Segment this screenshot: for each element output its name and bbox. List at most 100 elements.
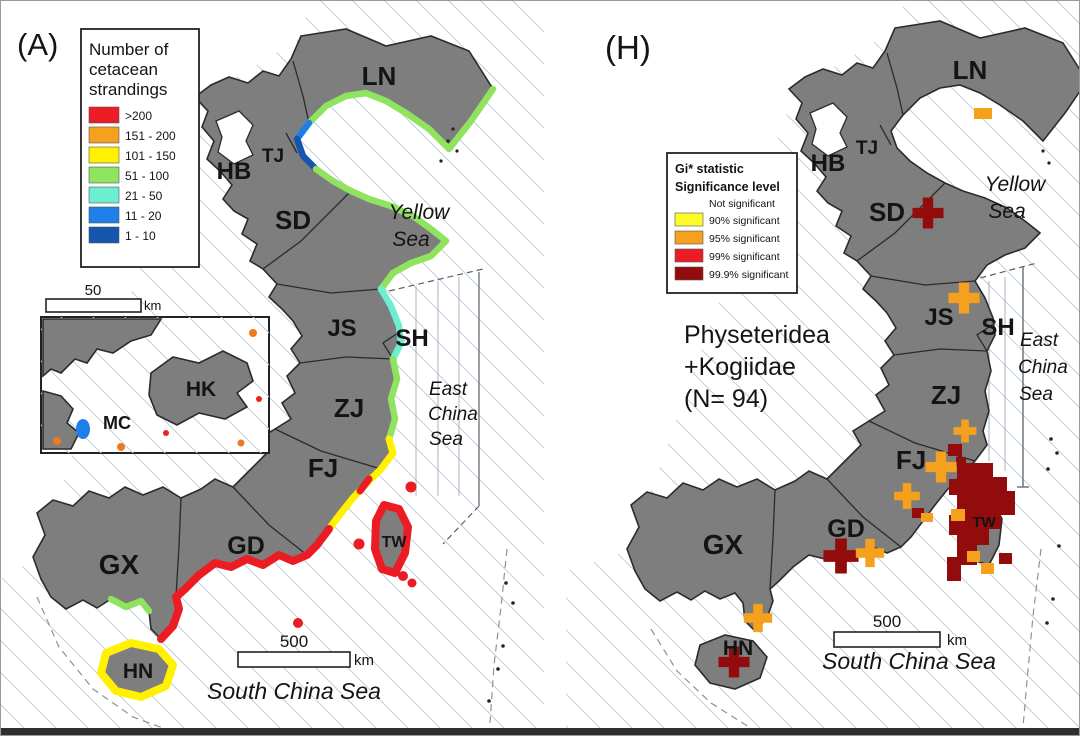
inland-white-h: [561, 1, 905, 573]
province-label-tj-h: TJ: [856, 138, 878, 159]
province-label-js-h: JS: [924, 304, 953, 331]
hainan-yellow-outline: [97, 639, 177, 701]
island-dots-a: [439, 127, 515, 703]
annotation-line2: +Kogiidae: [684, 353, 796, 381]
province-label-ln-h: LN: [953, 55, 988, 85]
taxon-annotation: Physeteridea +Kogiidae (N= 94): [684, 321, 830, 413]
province-labels-h: LN HB TJ SD JS SH ZJ FJ GX GD TW HN: [703, 55, 1015, 660]
legend-swatch-151-200: [88, 126, 120, 144]
province-label-mc: MC: [103, 413, 131, 433]
bottom-bar: [1, 728, 1079, 735]
province-label-sh: SH: [395, 325, 428, 352]
inset-map: 50 km HK MC: [40, 282, 270, 454]
legend-h-swatch-95: [674, 230, 704, 245]
legend-label-11-20: 11 - 20: [125, 209, 162, 223]
inset-scale-unit: km: [144, 298, 161, 313]
province-labels-a: LN HB TJ SD JS SH ZJ FJ GX GD TW HN: [99, 61, 429, 683]
stranding-coastline-a: [97, 85, 497, 701]
inset-mainland-west: [42, 389, 80, 450]
scs-boundary-a-west: [36, 596, 172, 732]
legend-h-label-99: 99% significant: [709, 251, 780, 263]
legend-swatch-101-150: [88, 146, 120, 164]
legend-label-21-50: 21 - 50: [125, 189, 163, 203]
legend-label-51-100: 51 - 100: [125, 169, 169, 183]
annotation-line1: Physeteridea: [684, 321, 830, 349]
province-label-hb: HB: [217, 158, 252, 185]
legend-h-title-line1: Gi* statistic: [675, 162, 744, 176]
hotspot-marker-zj-999a: [948, 444, 962, 456]
panel-h: (H) Gi* statistic Significance level Not…: [544, 1, 1079, 729]
scs-boundary-h-east: [1022, 548, 1042, 728]
sea-label-yellow-2-h: Sea: [988, 200, 1025, 223]
province-label-gx: GX: [99, 549, 140, 580]
sea-label-yellow-2: Sea: [392, 228, 429, 251]
panel-a: (A) Number of cetacean strandings >200 1…: [1, 1, 544, 732]
legend-swatch-gt200: [88, 106, 120, 124]
legend-h-swatch-90: [674, 212, 704, 227]
province-label-gd: GD: [227, 532, 265, 560]
legend-h-title-line2: Significance level: [675, 180, 780, 194]
hotspot-marker-tw-999b: [999, 553, 1012, 564]
province-label-gx-h: GX: [703, 529, 744, 560]
sea-label-east-1: East: [429, 379, 468, 400]
scale-a-unit: km: [354, 652, 374, 669]
hotspot-cluster-taiwan-999: [947, 463, 1015, 581]
province-label-ln: LN: [362, 61, 397, 91]
province-label-tw-h: TW: [972, 514, 996, 531]
province-label-gd-h: GD: [827, 515, 865, 543]
scale-h-value: 500: [873, 612, 901, 631]
province-label-fj-h: FJ: [896, 445, 926, 475]
legend-a-title-line3: strandings: [89, 80, 167, 99]
scale-bar-h: 500 km: [833, 612, 967, 649]
hotspot-marker-tw-95a: [951, 509, 965, 521]
sea-label-east-1-h: East: [1020, 330, 1059, 351]
province-label-hb-h: HB: [811, 150, 846, 177]
legend-h-label-95: 95% significant: [709, 233, 780, 245]
panel-a-label: (A): [17, 27, 58, 62]
grid-east-china-sea-a: [388, 268, 484, 545]
inset-mainland-north: [42, 318, 163, 378]
hotspot-marker-tw-95b: [967, 551, 980, 562]
province-label-zj-h: ZJ: [931, 380, 961, 410]
scs-boundary-a-east: [489, 548, 508, 724]
sea-label-east-2: China: [428, 404, 478, 425]
legend-label-gt200: >200: [125, 109, 152, 123]
province-label-sh-h: SH: [981, 314, 1014, 341]
stranding-legend: Number of cetacean strandings >200 151 -…: [80, 28, 200, 268]
legend-label-101-150: 101 - 150: [125, 149, 176, 163]
province-label-sd-h: SD: [869, 197, 905, 227]
sea-label-yellow-1: Yellow: [389, 201, 452, 224]
legend-h-label-90: 90% significant: [709, 215, 780, 227]
province-label-hk: HK: [186, 378, 216, 401]
hotspot-marker-zj-999b: [956, 457, 966, 466]
sea-label-east-3: Sea: [429, 429, 463, 450]
province-label-fj: FJ: [308, 453, 338, 483]
legend-swatch-11-20: [88, 206, 120, 224]
scale-h-unit: km: [947, 632, 967, 649]
sea-label-south-h: South China Sea: [822, 648, 996, 674]
province-label-tj: TJ: [262, 146, 284, 167]
scale-a-value: 500: [280, 632, 308, 651]
hotspot-marker-ln-95: [974, 108, 992, 119]
province-label-hn: HN: [123, 660, 153, 683]
sea-label-south-a: South China Sea: [207, 678, 381, 704]
scs-boundary-h-west: [650, 628, 750, 728]
gi-legend: Gi* statistic Significance level Not sig…: [666, 152, 798, 294]
province-label-tw: TW: [382, 534, 408, 551]
province-label-zj: ZJ: [334, 393, 364, 423]
legend-h-label-999: 99.9% significant: [709, 269, 788, 281]
legend-swatch-1-10: [88, 226, 120, 244]
island-dots-h: [1041, 149, 1061, 625]
legend-h-swatch-999: [674, 266, 704, 281]
inset-macau-marker: [76, 419, 90, 439]
sea-labels-a: Yellow Sea East China Sea South China Se…: [207, 201, 478, 704]
legend-label-151-200: 151 - 200: [125, 129, 176, 143]
inset-hongkong: [148, 350, 254, 426]
hotspot-marker-fj-95c: [921, 513, 933, 522]
hotspot-markers: [718, 108, 1015, 678]
legend-label-1-10: 1 - 10: [125, 229, 156, 243]
legend-swatch-21-50: [88, 186, 120, 204]
sea-labels-h: Yellow Sea East China Sea South China Se…: [822, 173, 1068, 674]
